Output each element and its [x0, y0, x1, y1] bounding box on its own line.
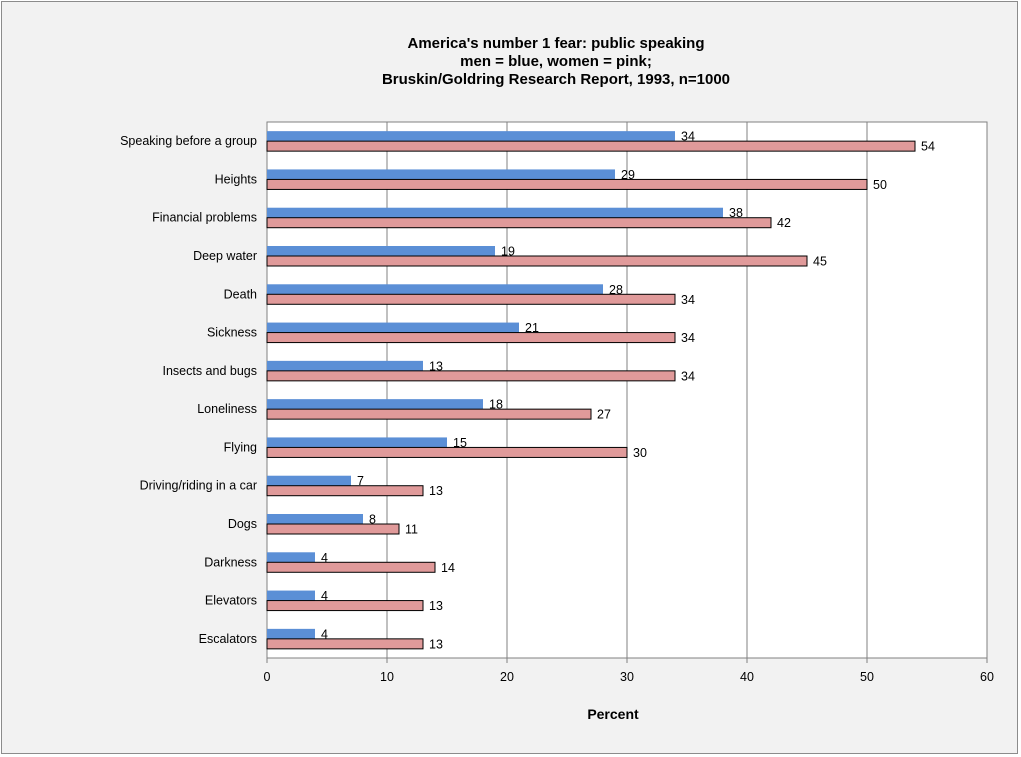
- data-label-women: 34: [681, 369, 695, 383]
- bar-men: [267, 628, 315, 639]
- bar-men: [267, 475, 351, 486]
- data-label-men: 8: [369, 513, 376, 527]
- category-label: Flying: [224, 440, 257, 454]
- data-label-men: 38: [729, 206, 743, 220]
- bar-men: [267, 284, 603, 295]
- bar-men: [267, 169, 615, 180]
- category-labels: Speaking before a group Heights Financial …: [120, 134, 257, 646]
- category-label: Sickness: [207, 326, 257, 340]
- bar-women: [266, 561, 436, 573]
- data-label-men: 34: [681, 130, 695, 144]
- data-label-men: 18: [489, 398, 503, 412]
- x-axis-title: Percent: [587, 706, 639, 722]
- category-label: Elevators: [205, 594, 257, 608]
- category-label: Death: [224, 287, 257, 301]
- data-label-women: 42: [777, 216, 791, 230]
- data-label-men: 4: [321, 589, 328, 603]
- bar-men: [267, 437, 447, 448]
- data-label-women: 13: [429, 637, 443, 651]
- x-tick-label: 30: [620, 670, 634, 684]
- bar-women: [266, 638, 424, 650]
- data-label-men: 4: [321, 551, 328, 565]
- bar-men: [267, 514, 363, 524]
- bar-women: [266, 485, 424, 497]
- bar-men: [267, 207, 723, 218]
- data-label-women: 13: [429, 599, 443, 613]
- data-label-women: 54: [921, 140, 935, 154]
- x-tick-label: 20: [500, 670, 514, 684]
- data-label-women: 27: [597, 408, 611, 422]
- data-label-men: 15: [453, 436, 467, 450]
- data-label-men: 21: [525, 321, 539, 335]
- bar-men: [267, 360, 423, 371]
- bar-women: [266, 332, 676, 344]
- data-label-women: 11: [405, 523, 418, 537]
- bar-men: [267, 590, 315, 601]
- data-label-men: 13: [429, 359, 443, 373]
- bar-women: [266, 217, 772, 229]
- data-label-men: 29: [621, 168, 635, 182]
- category-label: Escalators: [199, 632, 257, 646]
- data-label-men: 4: [321, 627, 328, 641]
- bar-women: [266, 370, 676, 382]
- bar-women: [266, 523, 400, 535]
- category-label: Financial problems: [152, 211, 257, 225]
- bar-men: [267, 131, 675, 142]
- category-label: Driving/riding in a car: [140, 479, 257, 493]
- bar-women: [266, 255, 808, 267]
- category-label: Loneliness: [197, 402, 257, 416]
- chart-title-line-3: Bruskin/Goldring Research Report, 1993, …: [382, 71, 730, 88]
- bar-women: [266, 446, 628, 458]
- bar-men: [267, 322, 519, 333]
- x-tick-label: 50: [860, 670, 874, 684]
- bar-men: [267, 246, 495, 256]
- data-label-women: 34: [681, 331, 695, 345]
- x-tick-label: 60: [980, 670, 994, 684]
- data-label-men: 19: [501, 245, 515, 259]
- data-label-women: 34: [681, 293, 695, 307]
- bar-men: [267, 399, 483, 410]
- bar-women: [266, 178, 868, 190]
- data-label-men: 28: [609, 283, 623, 297]
- data-label-women: 13: [429, 484, 443, 498]
- category-label: Deep water: [193, 249, 257, 263]
- bar-men: [267, 552, 315, 563]
- bar-women: [266, 408, 592, 420]
- category-label: Heights: [215, 172, 257, 186]
- data-label-men: 7: [357, 474, 364, 488]
- data-label-women: 50: [873, 178, 887, 192]
- data-label-women: 14: [441, 561, 455, 575]
- category-label: Speaking before a group: [120, 134, 257, 148]
- bar-women: [266, 293, 676, 305]
- bars: 34 54 29 50 38 42 19 45 28 34 21 34 13 34 18 27 15 30 7 13 8…: [266, 130, 935, 651]
- chart-title-line-2: men = blue, women = pink;: [460, 53, 652, 70]
- category-label: Dogs: [228, 517, 257, 531]
- chart-title-line-1: America's number 1 fear: public speaking: [408, 35, 705, 52]
- x-tick-label: 40: [740, 670, 754, 684]
- x-tick-label: 10: [380, 670, 394, 684]
- data-label-women: 30: [633, 446, 647, 460]
- bar-women: [266, 140, 916, 152]
- x-tick-label: 0: [264, 670, 271, 684]
- x-axis-ticks: 0 10 20 30 40 50 60: [264, 658, 994, 684]
- category-label: Insects and bugs: [162, 364, 257, 378]
- data-label-women: 45: [813, 255, 827, 269]
- category-label: Darkness: [204, 555, 257, 569]
- bar-women: [266, 600, 424, 612]
